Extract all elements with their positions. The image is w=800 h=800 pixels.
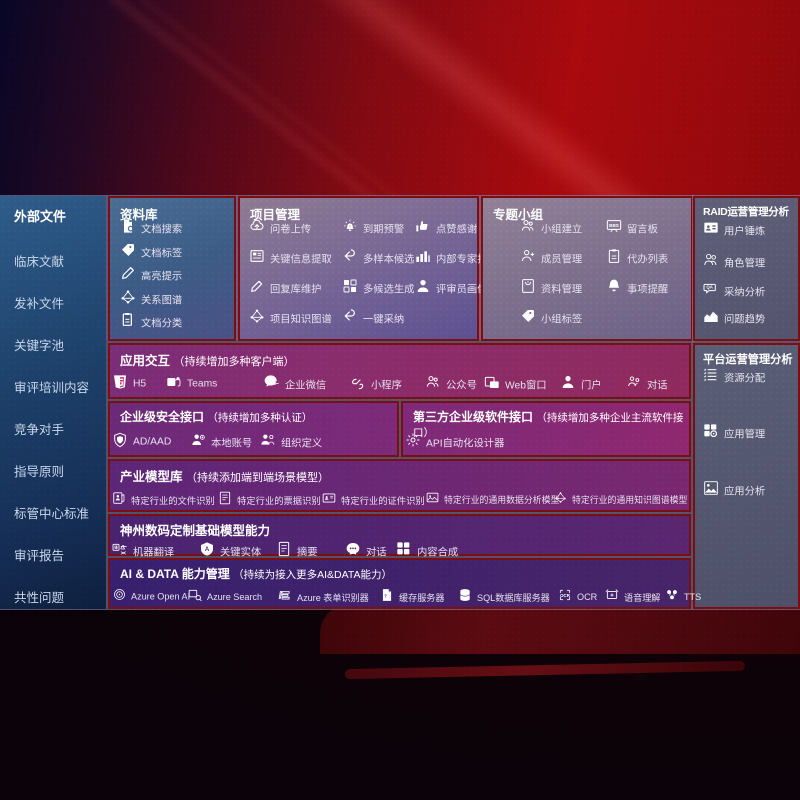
svg-text:BBS: BBS xyxy=(609,223,619,228)
svg-text:QA: QA xyxy=(706,285,713,290)
svg-text:A: A xyxy=(205,547,210,553)
svg-text:!: ! xyxy=(349,224,350,228)
svg-text:OCR: OCR xyxy=(560,593,571,598)
svg-text:译: 译 xyxy=(114,545,118,550)
